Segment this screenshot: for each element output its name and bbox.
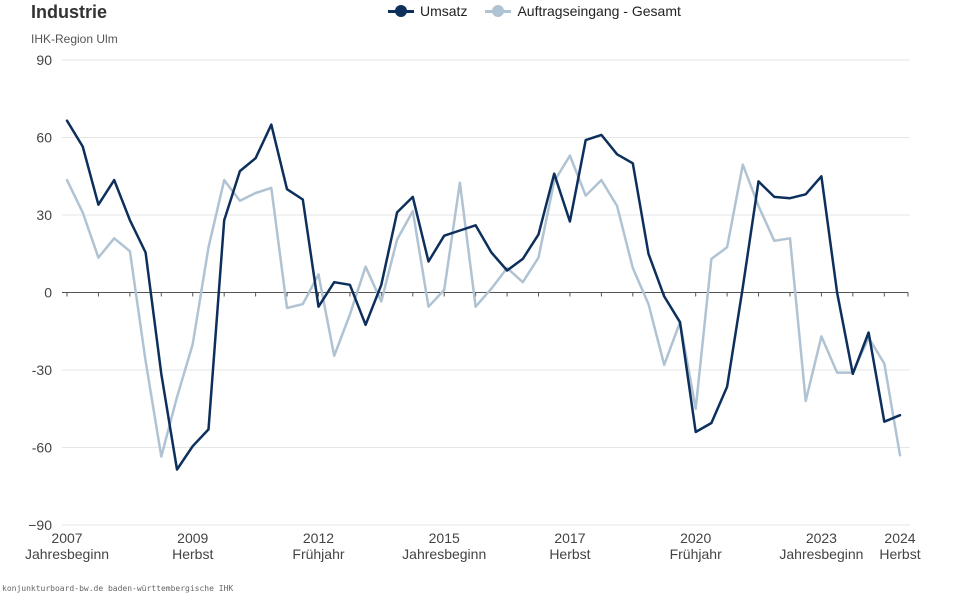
y-tick-label: 0 xyxy=(44,285,52,301)
legend-dot-umsatz xyxy=(395,5,407,17)
series-line-umsatz xyxy=(65,119,902,471)
y-tick-label: 60 xyxy=(36,130,52,146)
legend-dot-auftragseingang xyxy=(492,5,505,17)
legend-marker-umsatz xyxy=(388,5,414,17)
y-tick-label: 90 xyxy=(36,52,52,68)
x-tick-season: Herbst xyxy=(172,546,213,562)
x-tick-year: 2020 xyxy=(680,530,711,546)
y-tick-label: -30 xyxy=(32,362,52,378)
x-tick-season: Herbst xyxy=(879,546,920,562)
legend-label-auftragseingang: Auftragseingang - Gesamt xyxy=(517,3,681,19)
x-tick-season: Frühjahr xyxy=(670,546,722,562)
chart-legend: Umsatz Auftragseingang - Gesamt xyxy=(388,3,699,19)
x-tick-year: 2009 xyxy=(177,530,208,546)
chart-subtitle: IHK-Region Ulm xyxy=(31,32,118,46)
x-tick-year: 2012 xyxy=(303,530,334,546)
x-tick-season: Herbst xyxy=(549,546,590,562)
legend-item-auftragseingang[interactable]: Auftragseingang - Gesamt xyxy=(485,3,681,19)
legend-item-umsatz[interactable]: Umsatz xyxy=(388,3,467,19)
source-note: konjunkturboard-bw.de baden-württembergi… xyxy=(2,584,234,593)
x-tick-season: Frühjahr xyxy=(292,546,344,562)
x-tick-year: 2007 xyxy=(51,530,82,546)
chart-title: Industrie xyxy=(31,2,108,22)
y-tick-label: 30 xyxy=(36,207,52,223)
x-tick-season: Jahresbeginn xyxy=(779,546,863,562)
x-tick-year: 2015 xyxy=(429,530,460,546)
x-tick-year: 2017 xyxy=(554,530,585,546)
series-line-auftragseingang xyxy=(65,154,902,458)
y-tick-label: -60 xyxy=(32,440,52,456)
x-tick-season: Jahresbeginn xyxy=(402,546,486,562)
legend-label-umsatz: Umsatz xyxy=(420,3,468,19)
legend-marker-auftragseingang xyxy=(485,5,512,17)
x-tick-year: 2023 xyxy=(806,530,837,546)
y-tick-label: −90 xyxy=(28,517,52,533)
x-tick-season: Jahresbeginn xyxy=(25,546,109,562)
x-tick-year: 2024 xyxy=(884,530,915,546)
